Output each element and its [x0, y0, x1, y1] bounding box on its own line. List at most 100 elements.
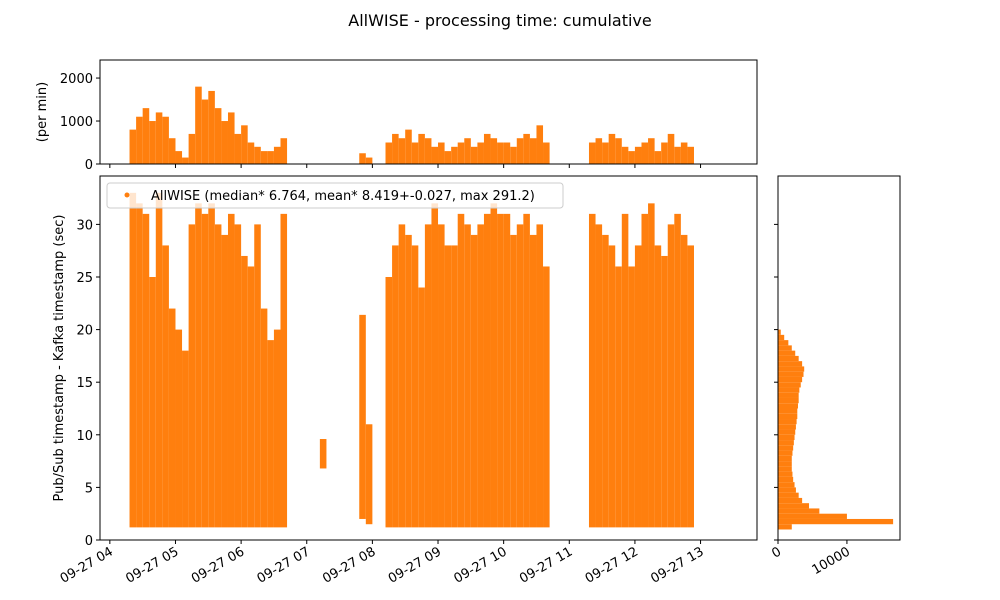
scatter-band — [431, 203, 439, 528]
scatter-band — [674, 213, 681, 528]
scatter-band — [418, 287, 425, 528]
x-tick-label: 09-27 11 — [517, 544, 575, 586]
histogram-bar — [444, 151, 452, 164]
scatter-band — [451, 245, 458, 528]
histogram-bar — [136, 116, 143, 164]
histogram-bar — [418, 133, 425, 164]
y-tick-label: 5 — [85, 481, 93, 496]
histogram-bar — [529, 138, 537, 164]
y-tick-label: 20 — [76, 324, 93, 339]
y-tick-label: 1000 — [60, 115, 93, 130]
histogram-bar — [241, 125, 248, 164]
histogram-bar — [221, 121, 228, 164]
histogram-bar — [778, 482, 795, 488]
histogram-bar — [162, 116, 169, 164]
scatter-band — [621, 213, 629, 528]
x-tick-label: 09-27 12 — [583, 544, 641, 586]
scatter-band — [214, 224, 222, 528]
scatter-band — [182, 350, 189, 528]
histogram-bar — [247, 142, 255, 164]
histogram-bar — [778, 434, 795, 441]
histogram-bar — [778, 408, 798, 414]
scatter-band — [241, 255, 248, 528]
histogram-bar — [778, 513, 847, 519]
histogram-bar — [778, 440, 794, 446]
y-tick-label: 0 — [85, 534, 93, 549]
scatter-band — [661, 255, 668, 528]
histogram-bar — [778, 445, 794, 451]
histogram-bar — [674, 146, 681, 164]
histogram-bar — [424, 138, 432, 164]
scatter-band — [424, 224, 432, 528]
histogram-bar — [234, 133, 242, 164]
histogram-bar — [667, 133, 675, 164]
histogram-bar — [778, 492, 799, 498]
scatter-band — [523, 213, 530, 528]
scatter-band — [155, 192, 163, 528]
scatter-band — [254, 224, 261, 528]
histogram-bar — [411, 142, 419, 164]
histogram-bar — [398, 138, 406, 164]
histogram-bar — [129, 129, 137, 164]
y-tick-label: 15 — [76, 376, 93, 391]
scatter-band — [483, 213, 491, 528]
scatter-band — [221, 234, 228, 528]
histogram-bar — [214, 108, 222, 164]
histogram-bar — [778, 461, 792, 467]
scatter-band — [411, 245, 419, 528]
histogram-bar — [608, 133, 616, 164]
histogram-bar — [182, 157, 189, 164]
scatter-band — [687, 245, 694, 528]
histogram-bar — [483, 133, 491, 164]
histogram-bar — [778, 508, 820, 514]
histogram-bar — [778, 371, 804, 377]
histogram-bar — [254, 146, 261, 164]
histogram-bar — [778, 387, 800, 393]
scatter-band — [608, 245, 616, 528]
scatter-band — [280, 213, 288, 528]
histogram-bar — [621, 146, 629, 164]
histogram-bar — [595, 138, 603, 164]
axes-frame — [99, 175, 758, 541]
histogram-bar — [503, 142, 511, 164]
y-tick-label: 10 — [76, 429, 93, 444]
histogram-bar — [778, 471, 793, 477]
histogram-bar — [778, 455, 792, 462]
scatter-band — [543, 266, 550, 528]
histogram-bar — [497, 142, 504, 164]
scatter-band — [628, 266, 635, 528]
histogram-bar — [516, 138, 524, 164]
x-tick-label: 10000 — [810, 544, 853, 578]
scatter-band — [319, 439, 327, 469]
scatter-band — [680, 234, 688, 528]
histogram-bar — [661, 142, 668, 164]
histogram-bar — [778, 413, 798, 420]
scatter-band — [444, 245, 452, 528]
histogram-bar — [648, 138, 655, 164]
x-tick-label: 0 — [769, 544, 784, 561]
histogram-bar — [654, 151, 662, 164]
scatter-band — [464, 224, 471, 528]
x-tick-label: 09-27 08 — [320, 544, 378, 586]
scatter-band — [615, 266, 622, 528]
histogram-bar — [687, 146, 694, 164]
histogram-bar — [778, 361, 803, 367]
histogram-bar — [778, 524, 792, 530]
histogram-bar — [588, 142, 596, 164]
histogram-bar — [195, 86, 202, 164]
histogram-bar — [385, 142, 393, 164]
histogram-bar — [188, 133, 196, 164]
x-tick-label: 09-27 06 — [189, 544, 247, 586]
scatter-band — [641, 213, 649, 528]
legend-box — [106, 182, 564, 209]
scatter-band — [634, 245, 642, 528]
y-tick-label: 30 — [76, 218, 93, 233]
histogram-bar — [149, 121, 156, 164]
scatter-band — [175, 329, 183, 528]
histogram-bar — [602, 142, 609, 164]
scatter-band — [405, 234, 412, 528]
scatter-band — [168, 308, 176, 528]
scatter-band — [438, 224, 445, 528]
axes-frame — [99, 59, 758, 165]
y-tick-label: 25 — [76, 271, 93, 286]
